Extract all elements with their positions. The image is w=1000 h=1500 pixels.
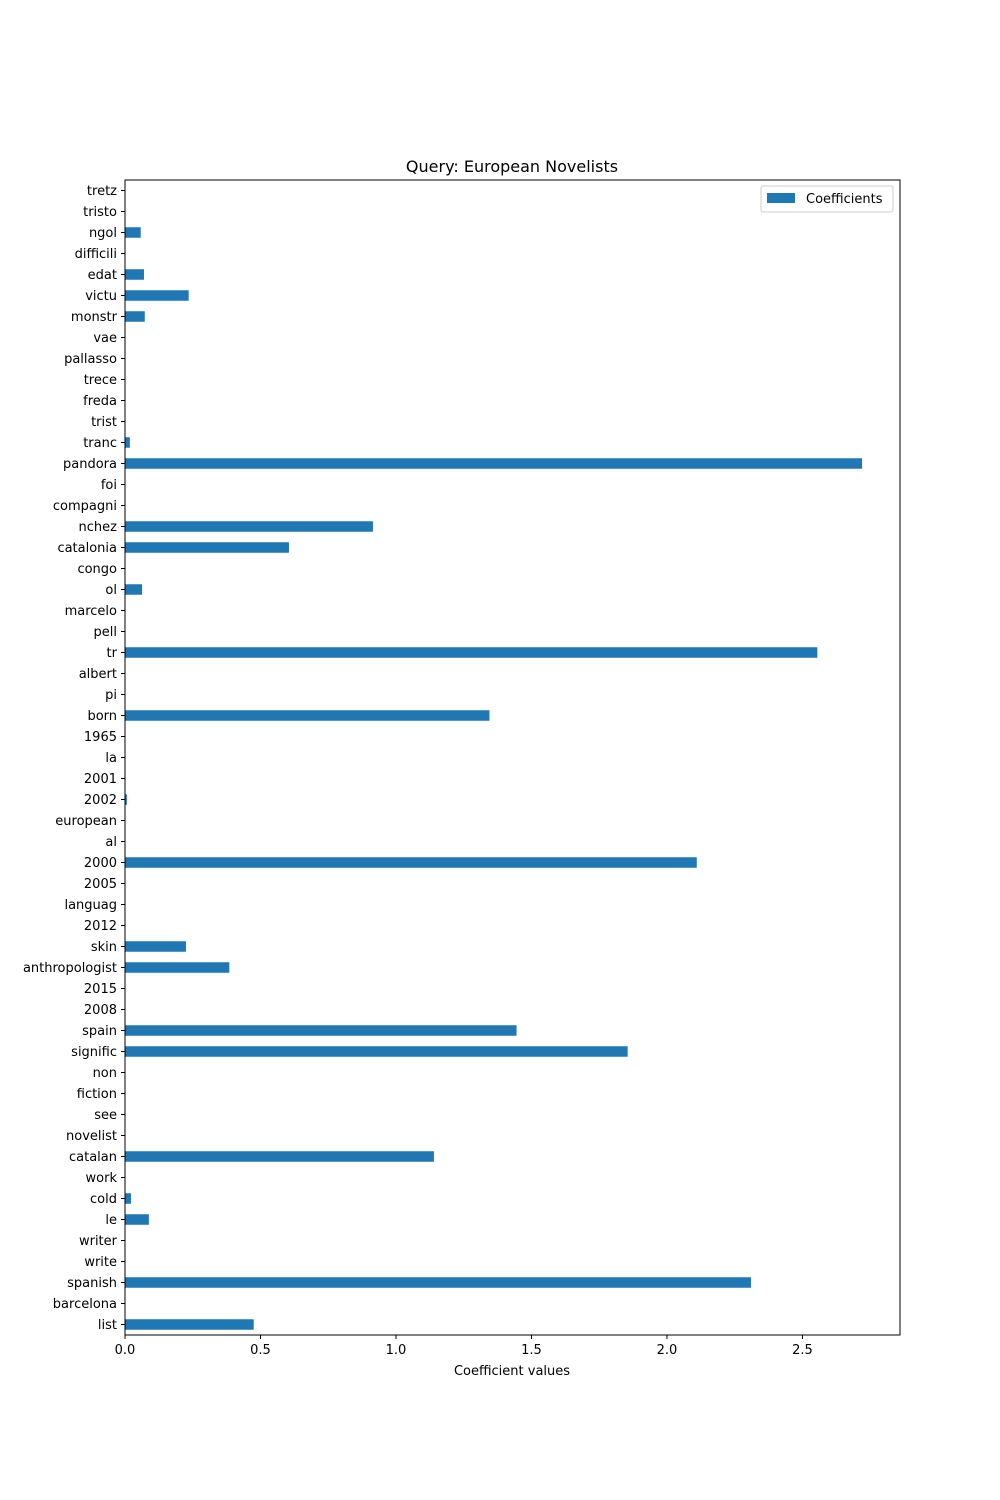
y-tick-label: congo (77, 562, 117, 577)
y-tick-label: le (105, 1213, 117, 1228)
y-tick-label: tranc (83, 436, 117, 451)
x-axis-label: Coefficient values (454, 1364, 570, 1379)
bar-ol (125, 584, 143, 595)
bar-skin (125, 941, 186, 952)
y-tick-label: fiction (77, 1087, 117, 1102)
y-tick-label: marcelo (65, 604, 117, 619)
y-tick-label: edat (88, 268, 117, 283)
y-tick-label: trist (91, 415, 117, 430)
y-tick-label: vae (93, 331, 117, 346)
bar-anthropologist (125, 962, 230, 973)
y-tick-label: trece (84, 373, 117, 388)
y-tick-label: skin (91, 940, 117, 955)
bar-list (125, 1319, 254, 1330)
bar-cold (125, 1193, 131, 1204)
y-tick-label: al (105, 835, 117, 850)
y-tick-label: monstr (71, 310, 118, 325)
bar-edat (125, 269, 144, 280)
y-tick-label: tr (107, 646, 118, 661)
y-tick-label: nchez (79, 520, 118, 535)
bar-born (125, 710, 490, 721)
y-tick-label: spanish (67, 1276, 117, 1291)
y-tick-label: write (84, 1255, 117, 1270)
y-tick-label: 2015 (84, 982, 117, 997)
bar-catalonia (125, 542, 289, 553)
y-tick-label: tristo (83, 205, 117, 220)
y-tick-label: 2012 (84, 919, 117, 934)
y-tick-label: languag (64, 898, 117, 913)
y-tick-label: novelist (66, 1129, 117, 1144)
y-tick-label: foi (101, 478, 117, 493)
bar-pandora (125, 458, 863, 469)
bar-catalan (125, 1151, 434, 1162)
y-tick-label: work (86, 1171, 118, 1186)
x-tick-label: 2.0 (657, 1343, 678, 1358)
y-tick-label: european (55, 814, 117, 829)
bar-le (125, 1214, 149, 1225)
x-axis-ticks: 0.0 0.5 1.0 1.5 2.0 2.5 (115, 1335, 813, 1358)
bar-signific (125, 1046, 628, 1057)
bar-2002 (125, 794, 127, 805)
x-tick-label: 2.5 (792, 1343, 813, 1358)
y-tick-label: compagni (53, 499, 117, 514)
y-tick-label: victu (85, 289, 117, 304)
x-tick-label: 0.5 (250, 1343, 271, 1358)
bar-tr (125, 647, 818, 658)
y-tick-label: albert (79, 667, 117, 682)
plot-frame (124, 179, 901, 1336)
y-tick-label: pallasso (64, 352, 117, 367)
y-axis-ticks: list barcelona spanish write writer le cold wor… (23, 184, 125, 1333)
x-tick-label: 1.0 (386, 1343, 407, 1358)
y-tick-label: catalan (69, 1150, 117, 1165)
legend-frame (760, 185, 894, 213)
y-tick-label: spain (82, 1024, 117, 1039)
bar-tranc (125, 437, 130, 448)
y-tick-label: barcelona (53, 1297, 117, 1312)
bars-layer (125, 227, 863, 1330)
bar-2000 (125, 857, 697, 868)
y-tick-label: cold (90, 1192, 117, 1207)
y-tick-label: tretz (87, 184, 117, 199)
y-tick-label: catalonia (57, 541, 117, 556)
y-tick-label: difficili (75, 247, 117, 262)
legend: Coefficients (760, 185, 894, 213)
x-tick-label: 1.5 (521, 1343, 542, 1358)
y-tick-label: 2000 (84, 856, 117, 871)
y-tick-label: 2008 (84, 1003, 117, 1018)
y-tick-label: writer (79, 1234, 118, 1249)
y-tick-label: anthropologist (23, 961, 117, 976)
y-tick-label: pandora (63, 457, 117, 472)
y-tick-label: pi (105, 688, 117, 703)
legend-label: Coefficients (806, 192, 883, 207)
bar-victu (125, 290, 189, 301)
bar-monstr (125, 311, 145, 322)
chart-title: Query: European Novelists (406, 157, 618, 176)
bar-ngol (125, 227, 141, 238)
legend-swatch (767, 193, 795, 203)
y-tick-label: born (87, 709, 117, 724)
y-tick-label: freda (83, 394, 117, 409)
y-tick-label: see (94, 1108, 117, 1123)
y-tick-label: list (98, 1318, 117, 1333)
y-tick-label: non (93, 1066, 117, 1081)
y-tick-label: signific (71, 1045, 117, 1060)
bar-spanish (125, 1277, 751, 1288)
y-tick-label: la (105, 751, 117, 766)
x-tick-label: 0.0 (115, 1343, 136, 1358)
bar-nchez (125, 521, 373, 532)
y-tick-label: ngol (89, 226, 117, 241)
y-tick-label: ol (105, 583, 117, 598)
y-tick-label: 2002 (84, 793, 117, 808)
y-tick-label: pell (94, 625, 117, 640)
bar-spain (125, 1025, 517, 1036)
y-tick-label: 2001 (84, 772, 117, 787)
y-tick-label: 2005 (84, 877, 117, 892)
y-tick-label: 1965 (84, 730, 117, 745)
